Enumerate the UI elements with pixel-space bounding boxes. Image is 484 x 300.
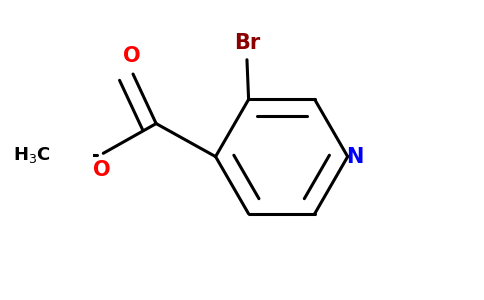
- Text: Br: Br: [234, 33, 260, 53]
- Text: H$_3$C: H$_3$C: [14, 145, 51, 165]
- Text: O: O: [122, 46, 140, 66]
- Text: N: N: [346, 147, 363, 166]
- Text: O: O: [93, 160, 110, 181]
